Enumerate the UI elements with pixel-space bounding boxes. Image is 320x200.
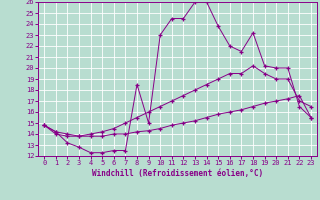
X-axis label: Windchill (Refroidissement éolien,°C): Windchill (Refroidissement éolien,°C) bbox=[92, 169, 263, 178]
